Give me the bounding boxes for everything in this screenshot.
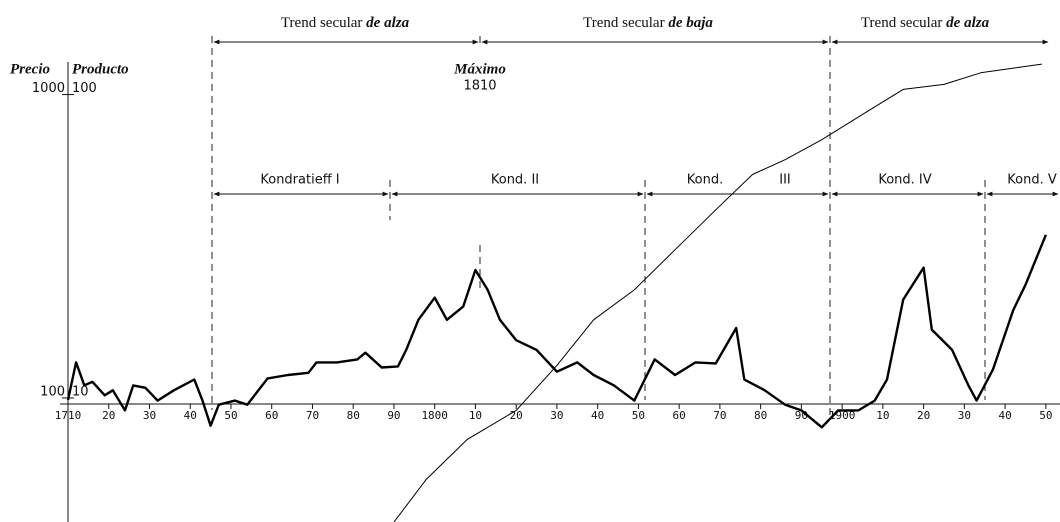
- trend-emph: de alza: [366, 15, 409, 31]
- x-tick-label: 20: [917, 409, 930, 422]
- y-axis-label: Precio: [10, 61, 50, 77]
- x-tick-label: 10: [469, 409, 482, 422]
- x-tick-label: 60: [265, 409, 278, 422]
- x-tick-label: 40: [184, 409, 197, 422]
- trend-label: Trend secular de alza: [281, 15, 410, 31]
- trend-emph: de baja: [668, 15, 713, 31]
- wave-label: Kond.: [687, 173, 723, 188]
- trend-text: Trend secular: [281, 15, 363, 31]
- y2-axis-label: Producto: [72, 61, 129, 77]
- x-tick-label: 60: [673, 409, 686, 422]
- wave-label: III: [779, 173, 791, 188]
- x-tick-label: 30: [958, 409, 971, 422]
- y2-tick-label: 100: [72, 81, 97, 96]
- series-line: [66, 234, 1048, 429]
- max-year: 1810: [463, 79, 496, 94]
- wave-label: Kond. II: [491, 173, 539, 188]
- x-tick-label: 50: [1039, 409, 1052, 422]
- x-tick-label: 10: [876, 409, 889, 422]
- x-tick-label: 90: [387, 409, 400, 422]
- x-tick-label: 1710: [55, 409, 82, 422]
- trend-text: Trend secular: [583, 15, 665, 31]
- max-label: Máximo: [453, 61, 506, 77]
- trend-label: Trend secular de baja: [583, 15, 713, 31]
- wave-label: Kondratieff I: [260, 173, 339, 188]
- x-tick-label: 30: [143, 409, 156, 422]
- x-tick-label: 70: [306, 409, 319, 422]
- trend-label: Trend secular de alza: [861, 15, 990, 31]
- wave-label: Kond. IV: [878, 173, 931, 188]
- series-line: [393, 63, 1042, 522]
- x-tick-label: 70: [713, 409, 726, 422]
- x-tick-label: 30: [550, 409, 563, 422]
- x-tick-label: 40: [998, 409, 1011, 422]
- trend-emph: de alza: [946, 15, 989, 31]
- y-tick-label: 1000: [32, 81, 65, 96]
- y2-tick-label: 10: [72, 384, 89, 399]
- trend-text: Trend secular: [861, 15, 943, 31]
- x-tick-label: 40: [591, 409, 604, 422]
- x-tick-label: 80: [754, 409, 767, 422]
- x-tick-label: 50: [632, 409, 645, 422]
- x-tick-label: 50: [224, 409, 237, 422]
- x-tick-label: 20: [102, 409, 115, 422]
- wave-label: Kond. V: [1007, 173, 1057, 188]
- y-tick-label: 100: [40, 384, 65, 399]
- x-tick-label: 80: [347, 409, 360, 422]
- x-tick-label: 1800: [421, 409, 448, 422]
